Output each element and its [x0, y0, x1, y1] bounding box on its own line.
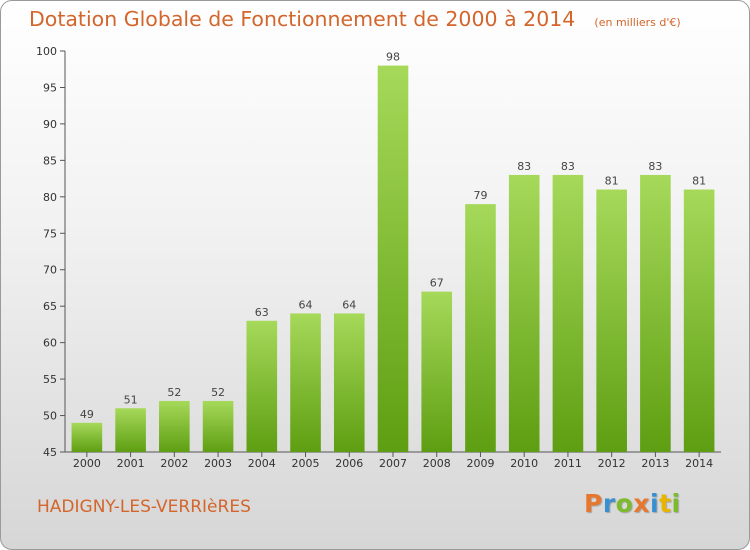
logo-letter: o	[615, 489, 634, 518]
bar	[159, 400, 190, 452]
data-label: 81	[692, 175, 706, 188]
data-label: 98	[386, 51, 400, 64]
y-tick-label: 65	[43, 300, 57, 313]
bar	[421, 291, 453, 452]
y-tick-label: 100	[36, 45, 57, 58]
bars	[71, 65, 715, 453]
logo-letter: P	[584, 489, 603, 518]
data-label: 67	[430, 277, 444, 290]
data-label: 52	[211, 386, 225, 399]
data-label: 63	[255, 306, 269, 319]
y-tick-label: 45	[43, 446, 57, 459]
bar	[683, 189, 715, 452]
x-tick-label: 2008	[423, 457, 451, 470]
data-labels: 49 51 52 52 63 64 64 98 67 79 83 83 81 83 81	[80, 51, 706, 421]
bar	[508, 174, 540, 453]
data-label: 83	[517, 160, 531, 173]
logo-letter: r	[602, 489, 616, 518]
x-tick-label: 2001	[117, 457, 145, 470]
bar	[465, 204, 496, 452]
title-block: Dotation Globale de Fonctionnement de 20…	[29, 7, 681, 31]
x-tick-label: 2005	[292, 457, 320, 470]
bar	[202, 400, 234, 452]
logo-letter: i	[650, 489, 660, 518]
chart-title: Dotation Globale de Fonctionnement de 20…	[29, 7, 576, 31]
bar	[246, 320, 278, 452]
y-tick-label: 95	[43, 81, 57, 94]
x-axis: 2000 2001 2002 2003 2004 2005 2006 2007 2008 2009…	[65, 451, 721, 470]
y-tick-label: 75	[43, 227, 57, 240]
data-label: 79	[473, 189, 487, 202]
data-label: 64	[342, 298, 356, 311]
proxiti-logo: Proxiti	[584, 489, 681, 518]
data-label: 49	[80, 408, 94, 421]
bar	[290, 313, 321, 452]
x-tick-label: 2004	[248, 457, 276, 470]
y-tick-label: 50	[43, 410, 57, 423]
y-tick-label: 80	[43, 191, 57, 204]
x-tick-label: 2010	[510, 457, 538, 470]
data-label: 64	[299, 298, 313, 311]
place-name: HADIGNY-LES-VERRIèRES	[37, 497, 251, 517]
x-tick-label: 2000	[73, 457, 101, 470]
bar	[640, 174, 671, 453]
bar	[596, 189, 627, 452]
data-label: 83	[561, 160, 575, 173]
bar	[552, 174, 584, 453]
x-tick-label: 2002	[160, 457, 188, 470]
data-label: 51	[124, 393, 138, 406]
chart-subtitle: (en milliers d'€)	[594, 16, 681, 29]
x-tick-label: 2011	[554, 457, 582, 470]
bar	[71, 422, 103, 452]
y-tick-label: 85	[43, 154, 57, 167]
data-label: 81	[605, 175, 619, 188]
y-tick-label: 60	[43, 337, 57, 350]
x-tick-label: 2007	[379, 457, 407, 470]
y-tick-label: 70	[43, 264, 57, 277]
logo-letter: t	[659, 489, 672, 518]
y-tick-label: 90	[43, 118, 57, 131]
y-tick-label: 55	[43, 373, 57, 386]
x-tick-label: 2003	[204, 457, 232, 470]
x-tick-label: 2012	[598, 457, 626, 470]
x-tick-label: 2014	[685, 457, 713, 470]
logo-letter: i	[671, 489, 681, 518]
bar	[115, 408, 146, 452]
bar	[333, 313, 365, 452]
x-tick-label: 2006	[335, 457, 363, 470]
x-tick-label: 2013	[641, 457, 669, 470]
x-tick-label: 2009	[466, 457, 494, 470]
bar	[377, 65, 409, 452]
data-label: 83	[648, 160, 662, 173]
logo-letter: x	[633, 489, 650, 518]
data-label: 52	[167, 386, 181, 399]
y-axis: 45 50 55 60 65 70 75 80 85 90 95 100	[36, 45, 66, 459]
